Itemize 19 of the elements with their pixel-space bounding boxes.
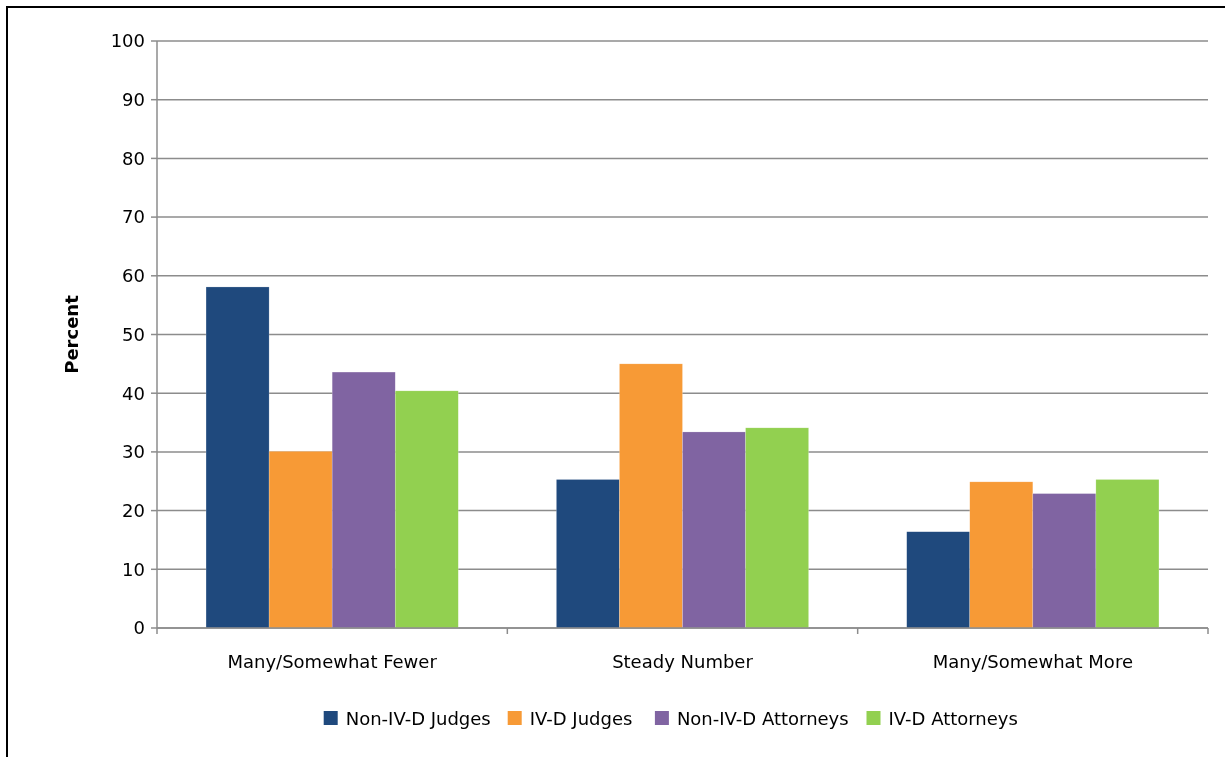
y-tick-label: 30 — [122, 441, 145, 463]
y-tick-label: 60 — [122, 265, 145, 287]
y-axis-title: Percent — [61, 294, 82, 374]
y-tick-label: 70 — [122, 206, 145, 228]
y-tick-label: 10 — [122, 558, 145, 580]
y-tick-label: 0 — [133, 617, 145, 639]
y-tick-label: 50 — [122, 323, 145, 345]
legend-label: Non-IV-D Attorneys — [676, 708, 849, 730]
x-tick-label: Many/Somewhat Fewer — [227, 651, 438, 672]
y-tick-label: 20 — [122, 499, 145, 521]
y-tick-label: 40 — [122, 382, 145, 404]
legend-label: Non-IV-D Judges — [345, 708, 491, 730]
x-tick-label: Steady Number — [612, 651, 754, 672]
y-tick-label: 90 — [122, 89, 145, 110]
legend-label: IV-D Attorneys — [888, 708, 1018, 730]
y-tick-label: 80 — [122, 147, 145, 169]
legend-label: IV-D Judges — [529, 708, 633, 730]
y-tick-label: 100 — [110, 30, 145, 52]
x-tick-label: Many/Somewhat More — [932, 651, 1133, 672]
